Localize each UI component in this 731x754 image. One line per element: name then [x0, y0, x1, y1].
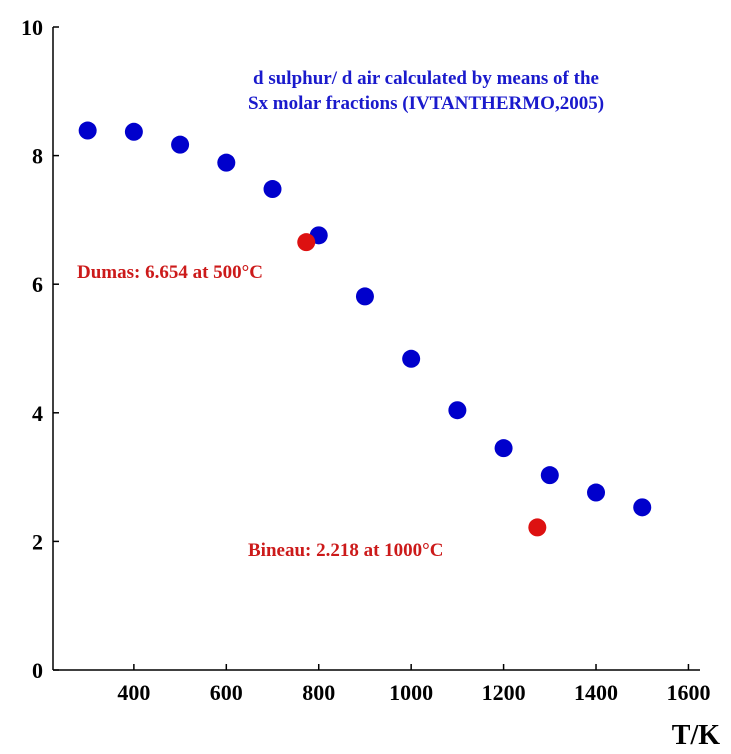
y-tick-label: 8 [32, 144, 43, 169]
y-tick-label: 10 [21, 15, 43, 40]
data-point-measured [528, 518, 547, 537]
axes [52, 27, 700, 671]
y-tick-label: 6 [32, 272, 43, 297]
y-tick-label: 2 [32, 529, 43, 554]
x-tick-label: 1400 [574, 680, 618, 705]
x-tick-label: 1000 [389, 680, 433, 705]
x-tick-label: 400 [117, 680, 150, 705]
data-point-calculated [587, 483, 606, 502]
data-point-calculated [124, 122, 143, 141]
x-tick-label: 600 [210, 680, 243, 705]
data-point-calculated [263, 180, 282, 199]
data-point-calculated [78, 121, 97, 140]
annotation-bineau: Bineau: 2.218 at 1000°C [248, 540, 444, 561]
y-tick-label: 4 [32, 401, 43, 426]
data-points [78, 121, 652, 537]
data-point-calculated [633, 498, 652, 517]
data-point-calculated [402, 349, 421, 368]
ticks: 0 2 4 6 8 10 400 600 800 1000 1200 1400 1600 [21, 15, 710, 705]
annotation-dumas: Dumas: 6.654 at 500°C [77, 262, 263, 283]
data-point-calculated [540, 466, 559, 485]
data-point-calculated [171, 135, 190, 154]
data-point-calculated [217, 153, 236, 172]
x-axis-label: T/K [672, 720, 720, 751]
data-point-measured [297, 233, 316, 252]
chart-title-line-2: Sx molar fractions (IVTANTHERMO,2005) [248, 93, 604, 114]
y-tick-label: 0 [32, 658, 43, 683]
data-point-calculated [494, 439, 513, 458]
data-point-calculated [355, 287, 374, 306]
chart-title-line-1: d sulphur/ d air calculated by means of … [253, 68, 599, 89]
x-tick-label: 800 [302, 680, 335, 705]
x-tick-label: 1200 [482, 680, 526, 705]
data-point-calculated [448, 401, 467, 420]
x-tick-label: 1600 [666, 680, 710, 705]
